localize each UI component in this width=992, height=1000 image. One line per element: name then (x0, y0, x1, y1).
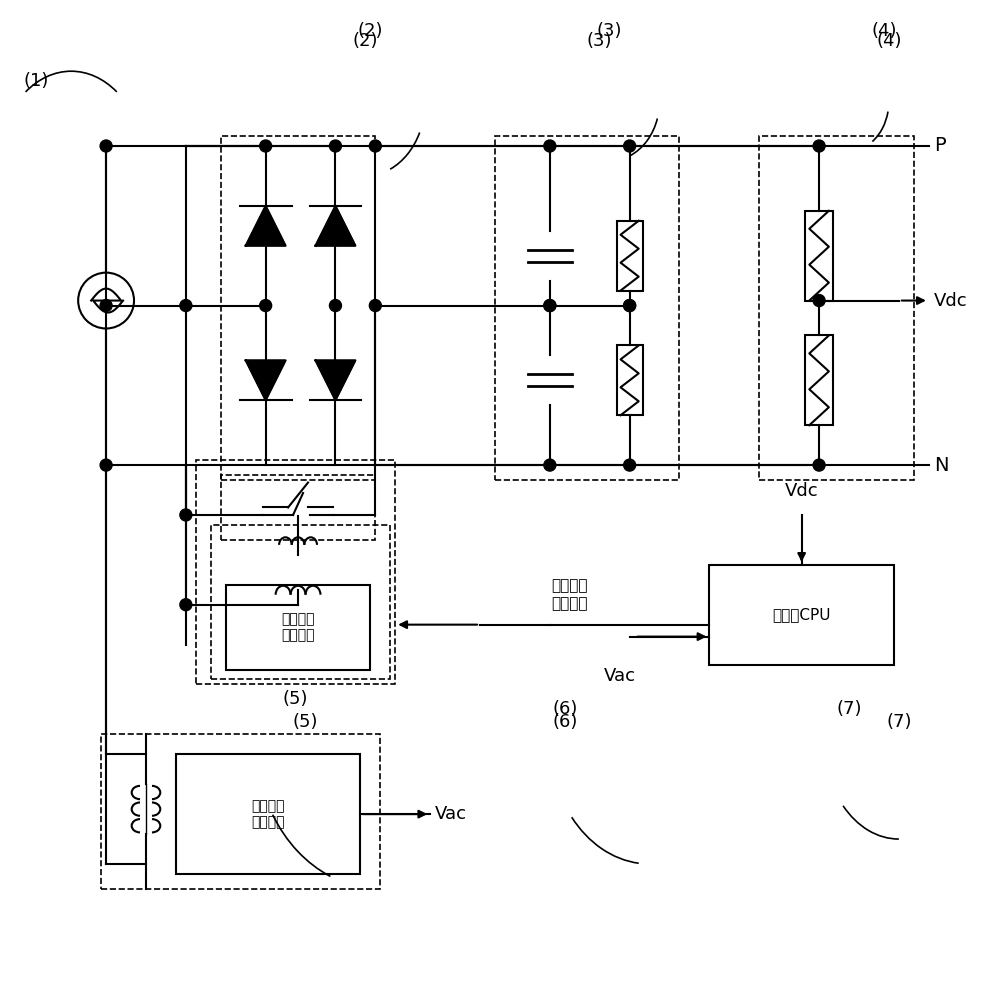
Bar (617, 221, 643, 291)
Circle shape (544, 300, 556, 312)
Circle shape (100, 459, 112, 471)
Text: (7): (7) (836, 700, 862, 718)
Text: (4): (4) (876, 32, 902, 50)
Circle shape (813, 295, 825, 307)
Circle shape (260, 140, 272, 152)
Text: (6): (6) (553, 700, 577, 718)
Bar (617, 345, 643, 415)
Circle shape (624, 300, 636, 312)
Circle shape (180, 300, 191, 312)
Circle shape (544, 459, 556, 471)
Text: P: P (933, 136, 945, 155)
Circle shape (813, 140, 825, 152)
Circle shape (369, 140, 381, 152)
Circle shape (100, 140, 112, 152)
Circle shape (100, 300, 112, 312)
Text: 倍压电路
控制信号: 倍压电路 控制信号 (552, 579, 588, 611)
Text: 倍压开关
控制电路: 倍压开关 控制电路 (282, 612, 314, 642)
Text: N: N (933, 456, 948, 475)
Text: (5): (5) (283, 690, 309, 708)
Circle shape (544, 140, 556, 152)
Circle shape (329, 140, 341, 152)
Text: (6): (6) (553, 713, 577, 731)
Text: (1): (1) (24, 72, 49, 90)
Text: Vdc: Vdc (933, 292, 967, 310)
Circle shape (180, 599, 191, 611)
Circle shape (624, 459, 636, 471)
Polygon shape (315, 360, 355, 400)
Circle shape (624, 300, 636, 312)
Text: (5): (5) (293, 713, 318, 731)
Text: Vdc: Vdc (785, 482, 818, 500)
Circle shape (813, 459, 825, 471)
Text: Vac: Vac (604, 667, 636, 685)
Polygon shape (315, 206, 355, 246)
Bar (806, 211, 833, 301)
Text: (2): (2) (357, 22, 383, 40)
Text: (3): (3) (597, 22, 622, 40)
Circle shape (329, 300, 341, 312)
Text: (7): (7) (886, 713, 912, 731)
Text: 控制用CPU: 控制用CPU (773, 607, 831, 622)
Circle shape (369, 300, 381, 312)
Circle shape (544, 300, 556, 312)
Circle shape (624, 140, 636, 152)
Bar (806, 335, 833, 425)
Circle shape (180, 509, 191, 521)
Polygon shape (246, 206, 286, 246)
Text: 交流电压
检测电路: 交流电压 检测电路 (251, 799, 285, 829)
Circle shape (260, 300, 272, 312)
Text: (4): (4) (871, 22, 897, 40)
Text: (2): (2) (352, 32, 378, 50)
Text: (3): (3) (587, 32, 612, 50)
Text: Vac: Vac (435, 805, 467, 823)
Polygon shape (246, 360, 286, 400)
